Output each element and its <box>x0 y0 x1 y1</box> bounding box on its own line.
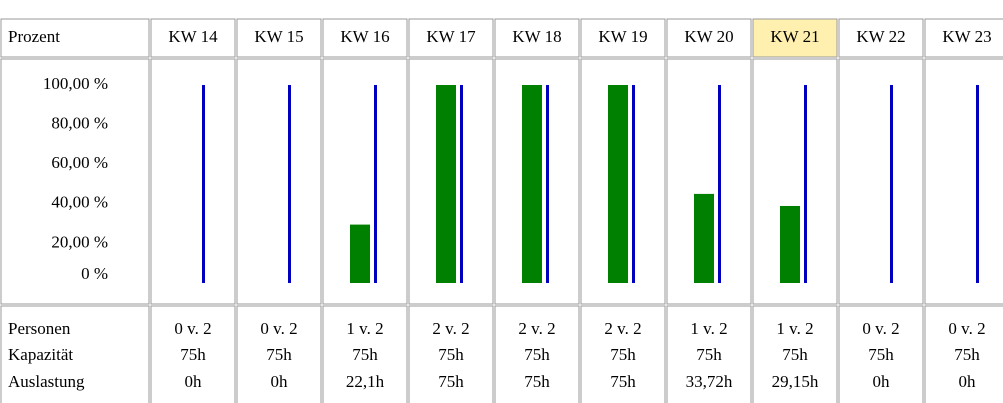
cell-value: 0 v. 2 <box>174 319 211 338</box>
capacity-line <box>890 85 893 283</box>
y-tick-label: 80,00 % <box>51 114 108 133</box>
cell-value: 0h <box>271 372 289 391</box>
cell-value: 0h <box>873 372 891 391</box>
week-label: KW 18 <box>512 27 561 46</box>
cell-value: 75h <box>266 345 292 364</box>
capacity-line <box>374 85 377 283</box>
load-bar <box>436 85 456 283</box>
week-label: KW 21 <box>770 27 819 46</box>
cell-value: 75h <box>438 372 464 391</box>
cell-value: 75h <box>954 345 980 364</box>
y-tick-label: 100,00 % <box>43 74 108 93</box>
y-tick-label: 20,00 % <box>51 232 108 251</box>
week-label: KW 16 <box>340 27 389 46</box>
chart-title: Prozent <box>8 27 60 46</box>
cell-value: 2 v. 2 <box>518 319 555 338</box>
cell-value: 75h <box>610 372 636 391</box>
axis-cell <box>1 59 149 304</box>
y-tick-label: 60,00 % <box>51 153 108 172</box>
capacity-line <box>718 85 721 283</box>
load-bar <box>780 206 800 283</box>
y-tick-label: 0 % <box>81 264 108 283</box>
capacity-line <box>546 85 549 283</box>
cell-value: 0h <box>185 372 203 391</box>
week-label: KW 17 <box>426 27 476 46</box>
cell-value: 0 v. 2 <box>260 319 297 338</box>
capacity-line <box>460 85 463 283</box>
capacity-line <box>202 85 205 283</box>
row-label: Kapazität <box>8 345 73 364</box>
week-label: KW 19 <box>598 27 647 46</box>
cell-value: 75h <box>868 345 894 364</box>
chart-cell <box>151 59 235 304</box>
week-label: KW 23 <box>942 27 991 46</box>
cell-value: 22,1h <box>346 372 385 391</box>
page: {"chart_data": {"type": "bar", "title": … <box>0 0 1003 403</box>
row-label: Personen <box>8 319 71 338</box>
cell-value: 0h <box>959 372 977 391</box>
cell-value: 75h <box>696 345 722 364</box>
cell-value: 75h <box>438 345 464 364</box>
week-label: KW 15 <box>254 27 303 46</box>
cell-value: 75h <box>524 372 550 391</box>
row-label: Auslastung <box>8 372 85 391</box>
cell-value: 1 v. 2 <box>690 319 727 338</box>
cell-value: 1 v. 2 <box>346 319 383 338</box>
load-bar <box>608 85 628 283</box>
week-label: KW 14 <box>168 27 218 46</box>
cell-value: 75h <box>782 345 808 364</box>
load-bar <box>522 85 542 283</box>
cell-value: 1 v. 2 <box>776 319 813 338</box>
cell-value: 75h <box>180 345 206 364</box>
capacity-line <box>288 85 291 283</box>
capacity-line <box>804 85 807 283</box>
capacity-line <box>632 85 635 283</box>
cell-value: 33,72h <box>686 372 733 391</box>
capacity-line <box>976 85 979 283</box>
cell-value: 75h <box>352 345 378 364</box>
screenshot: Prozent KW 14 KW 15 KW 16 KW 17 KW 18 KW 19 KW … <box>0 0 1003 403</box>
y-tick-label: 40,00 % <box>51 193 108 212</box>
cell-value: 75h <box>610 345 636 364</box>
week-label: KW 22 <box>856 27 905 46</box>
week-label: KW 20 <box>684 27 733 46</box>
cell-value: 75h <box>524 345 550 364</box>
cell-value: 29,15h <box>772 372 819 391</box>
chart-cell <box>839 59 923 304</box>
chart-cell <box>237 59 321 304</box>
chart-cell <box>925 59 1003 304</box>
cell-value: 2 v. 2 <box>604 319 641 338</box>
cell-value: 2 v. 2 <box>432 319 469 338</box>
load-bar <box>694 194 714 283</box>
cell-value: 0 v. 2 <box>948 319 985 338</box>
cell-value: 0 v. 2 <box>862 319 899 338</box>
load-bar <box>350 225 370 283</box>
